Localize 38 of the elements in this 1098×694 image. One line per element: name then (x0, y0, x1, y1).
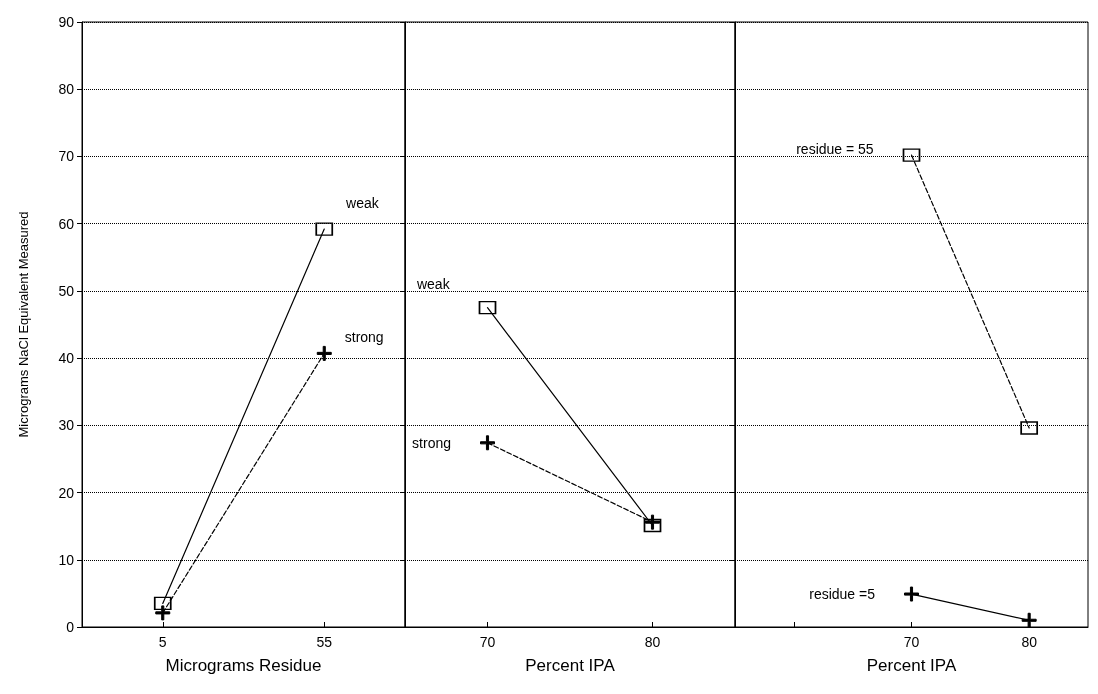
y-tick-label: 30 (58, 417, 75, 434)
point (480, 435, 495, 451)
y-tick-label: 70 (58, 148, 75, 165)
x-axis-title: Percent IPA (525, 656, 616, 675)
point (155, 605, 171, 621)
point (1020, 421, 1038, 435)
x-axis-title: Percent IPA (866, 656, 957, 675)
y-tick-label: 40 (58, 350, 75, 367)
y-tick-label: 0 (66, 619, 75, 635)
x-tick-label: 5 (158, 634, 167, 650)
point (1021, 612, 1037, 628)
y-tick-label: 60 (58, 215, 75, 232)
point (902, 148, 921, 162)
x-tick-label: 80 (644, 634, 661, 650)
y-axis-title: Micrograms NaCl Equivalent Measured (16, 211, 31, 438)
point (645, 514, 660, 530)
point (154, 596, 172, 611)
series-label: weak (345, 195, 380, 212)
text: residue =5 (809, 586, 876, 603)
y-tick-label: 10 (58, 551, 75, 568)
point (316, 345, 332, 361)
x-axis-title: Micrograms Residue (165, 656, 322, 675)
x-tick-label: 70 (479, 634, 496, 650)
y-tick-label: 20 (58, 484, 75, 501)
text: strong (412, 434, 451, 451)
series-label: strong (344, 329, 384, 346)
x-tick-label: 80 (1021, 634, 1038, 650)
point (478, 300, 497, 315)
point (904, 586, 919, 602)
point (643, 518, 662, 533)
y-tick-label: 90 (58, 14, 75, 30)
x-tick-label: 55 (316, 634, 333, 650)
x-tick-label: 70 (903, 634, 920, 650)
y-tick-label: 80 (58, 81, 75, 98)
text: weak (415, 275, 451, 292)
y-tick-label: 50 (58, 282, 75, 299)
point (315, 222, 333, 236)
text: residue = 55 (796, 141, 874, 158)
